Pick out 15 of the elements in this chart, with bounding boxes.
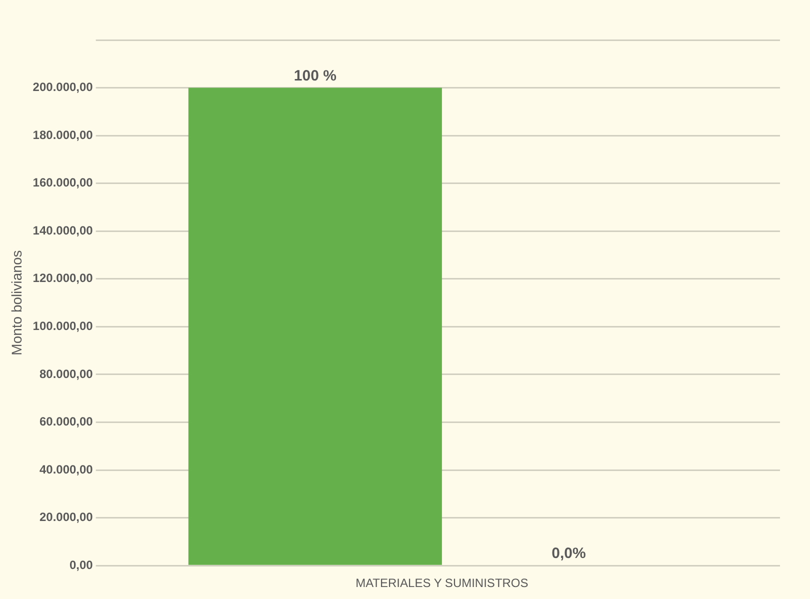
y-tick-label: 40.000,00: [39, 462, 94, 476]
y-tick-label: 120.000,00: [32, 271, 94, 286]
y-tick-label: 60.000,00: [39, 414, 94, 429]
y-tick-label: 180.000,00: [32, 128, 94, 142]
annotation: 0,0%: [552, 545, 586, 562]
y-tick-label: 80.000,00: [39, 366, 94, 381]
y-tick-label: 100.000,00: [32, 319, 94, 334]
y-tick-label: 20.000,00: [39, 510, 94, 524]
y-axis-title: Monto bolivianos: [8, 250, 24, 356]
annotation: 100 %: [294, 67, 336, 84]
y-tick-label: 160.000,00: [32, 176, 94, 190]
y-tick-label: 200.000,00: [32, 80, 94, 94]
x-tick-label: MATERIALES Y SUMINISTROS: [356, 576, 528, 590]
y-tick-label: 140.000,00: [32, 223, 94, 238]
y-tick-label: 0,00: [70, 558, 94, 572]
